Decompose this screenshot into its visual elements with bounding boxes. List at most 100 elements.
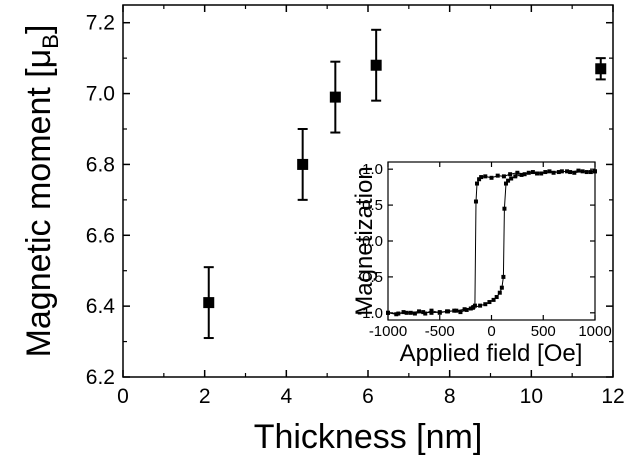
inset-data-point bbox=[483, 174, 488, 179]
y-axis-title-subscript: B bbox=[38, 34, 63, 49]
inset-data-point bbox=[464, 307, 469, 312]
inset-data-point bbox=[487, 300, 492, 305]
inset-data-point bbox=[501, 274, 506, 279]
y-axis-title-main: Magnetic moment [ bbox=[20, 68, 58, 358]
inset-data-point bbox=[404, 310, 409, 315]
inset-background bbox=[388, 162, 595, 320]
x-tick-label: 0 bbox=[117, 385, 129, 408]
inset-data-point bbox=[497, 290, 502, 295]
inset-data-point bbox=[509, 176, 514, 181]
main-tick-labels: 0 2 4 6 8 10 12 6.2 6.4 6.6 6.8 7.0 7.2 bbox=[86, 12, 625, 408]
data-point bbox=[297, 158, 309, 170]
inset-y-tick-label: 1.0 bbox=[362, 161, 383, 178]
inset-y-tick-label: 0.0 bbox=[362, 233, 383, 250]
inset-data-point bbox=[576, 168, 581, 173]
inset-x-tick-label: 500 bbox=[531, 323, 556, 340]
y-tick-label: 7.0 bbox=[86, 83, 115, 106]
inset-data-point bbox=[513, 174, 518, 179]
data-point bbox=[203, 297, 215, 309]
inset-data-point bbox=[423, 311, 428, 316]
y-axis-title-close: ] bbox=[20, 25, 58, 34]
inset-data-point bbox=[593, 169, 597, 174]
inset-y-tick-label: -0.5 bbox=[357, 269, 383, 286]
x-tick-label: 4 bbox=[280, 385, 292, 408]
y-tick-label: 6.2 bbox=[86, 366, 115, 389]
inset-data-point bbox=[491, 297, 496, 302]
inset-x-tick-label: 1000 bbox=[578, 323, 611, 340]
inset-plot: -1000 -500 0 500 1000 -1.0 -0.5 0.0 0.5 1.0 Appli… bbox=[351, 161, 612, 367]
inset-data-point bbox=[547, 169, 552, 174]
inset-data-point bbox=[417, 309, 422, 314]
y-tick-label: 6.8 bbox=[86, 153, 115, 176]
x-axis-title: Thickness [nm] bbox=[254, 418, 483, 456]
inset-data-point bbox=[508, 172, 513, 177]
inset-data-point bbox=[396, 311, 401, 316]
inset-data-point bbox=[429, 310, 434, 315]
inset-data-point bbox=[462, 307, 467, 312]
inset-data-point bbox=[429, 308, 434, 313]
x-tick-label: 8 bbox=[444, 385, 456, 408]
inset-data-point bbox=[454, 308, 459, 313]
inset-data-point bbox=[386, 310, 390, 315]
y-tick-label: 6.6 bbox=[86, 224, 115, 247]
x-tick-label: 6 bbox=[362, 385, 374, 408]
inset-data-point bbox=[472, 303, 477, 308]
inset-data-point bbox=[506, 178, 511, 183]
inset-y-tick-label: 0.5 bbox=[362, 197, 383, 214]
inset-data-point bbox=[499, 285, 504, 290]
inset-y-axis-title: Magnetization bbox=[351, 166, 378, 315]
y-axis-title-symbol: μ bbox=[20, 49, 58, 69]
y-tick-label: 7.2 bbox=[86, 12, 115, 35]
inset-data-point bbox=[473, 199, 478, 204]
x-tick-label: 2 bbox=[199, 385, 211, 408]
inset-data-point bbox=[568, 170, 573, 175]
y-axis-title: Magnetic moment [μB] bbox=[20, 25, 63, 358]
inset-data-point bbox=[421, 310, 426, 315]
inset-data-point bbox=[543, 170, 548, 175]
inset-x-tick-label: -1000 bbox=[369, 323, 407, 340]
inset-data-point bbox=[584, 170, 589, 175]
inset-series bbox=[386, 168, 597, 317]
inset-data-point bbox=[535, 171, 540, 176]
inset-data-point bbox=[501, 174, 506, 179]
main-ticks bbox=[122, 5, 614, 378]
inset-ticks bbox=[387, 162, 596, 320]
data-point bbox=[370, 59, 382, 71]
inset-data-point bbox=[539, 171, 544, 176]
inset-tick-labels: -1000 -500 0 500 1000 -1.0 -0.5 0.0 0.5 1.0 bbox=[357, 161, 612, 340]
inset-data-point bbox=[394, 312, 399, 317]
inset-data-point bbox=[483, 302, 488, 307]
inset-x-tick-label: -500 bbox=[425, 323, 455, 340]
inset-data-point bbox=[551, 170, 556, 175]
inset-data-point bbox=[489, 175, 494, 180]
inset-data-point bbox=[572, 170, 577, 175]
inset-data-point bbox=[437, 310, 442, 315]
inset-hysteresis-line bbox=[387, 170, 596, 315]
data-point bbox=[595, 63, 607, 75]
inset-x-axis-title: Applied field [Oe] bbox=[400, 340, 583, 367]
inset-data-point bbox=[530, 170, 535, 175]
main-plot: 0 2 4 6 8 10 12 6.2 6.4 6.6 6.8 7.0 7.2 Thickness [n… bbox=[20, 4, 625, 456]
data-point bbox=[329, 91, 341, 103]
y-tick-label: 6.4 bbox=[86, 295, 116, 318]
inset-data-point bbox=[458, 310, 463, 315]
inset-data-point bbox=[526, 170, 531, 175]
inset-data-point bbox=[502, 206, 507, 211]
inset-data-point bbox=[495, 173, 500, 178]
inset-data-point bbox=[494, 295, 499, 300]
inset-data-point bbox=[412, 311, 417, 316]
inset-data-point bbox=[479, 175, 484, 180]
inset-data-point bbox=[401, 310, 406, 315]
inset-y-tick-label: -1.0 bbox=[357, 305, 383, 322]
inset-data-point bbox=[475, 181, 480, 186]
inset-data-point bbox=[446, 309, 451, 314]
x-tick-label: 10 bbox=[520, 385, 543, 408]
inset-data-point bbox=[515, 170, 520, 175]
inset-data-point bbox=[503, 181, 508, 186]
inset-data-point bbox=[478, 303, 483, 308]
main-points bbox=[203, 28, 607, 340]
x-tick-label: 12 bbox=[601, 385, 624, 408]
inset-x-tick-label: 0 bbox=[487, 323, 495, 340]
